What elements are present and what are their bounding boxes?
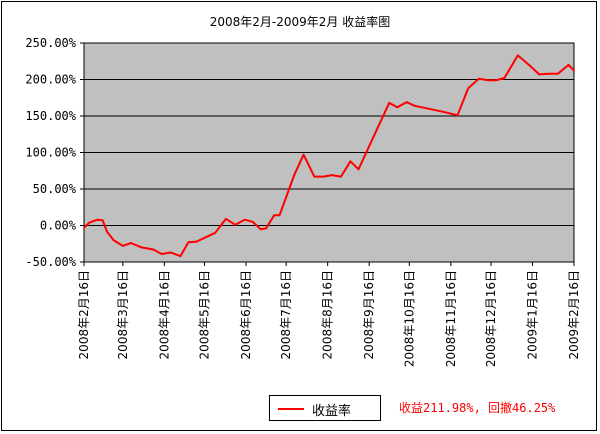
data-point	[259, 228, 262, 230]
series-line-0	[83, 54, 575, 258]
y-tick-label: 50.00%	[33, 182, 77, 196]
x-tick-label: 2008年8月16日	[321, 270, 335, 359]
grid-lines	[84, 79, 574, 226]
y-tick-label: 0.00%	[40, 219, 77, 233]
data-point	[273, 214, 275, 217]
data-point	[503, 77, 506, 79]
data-point	[265, 227, 267, 230]
data-point	[322, 175, 325, 178]
data-point	[517, 54, 519, 57]
y-tick-label: -50.00%	[25, 255, 76, 269]
x-tick-label: 2008年7月16日	[279, 270, 293, 359]
data-point	[340, 175, 342, 178]
data-point	[478, 78, 480, 80]
x-tick-label: 2008年12月16日	[484, 270, 498, 367]
data-point	[187, 241, 190, 244]
data-point	[396, 106, 399, 108]
data-point	[83, 226, 85, 229]
x-axis: 2008年2月16日 2008年3月16日 2008年4月16日 2008年5月16日…	[77, 262, 581, 367]
data-point	[225, 218, 227, 220]
x-tick-label: 2008年11月16日	[444, 270, 458, 367]
data-point	[214, 232, 216, 234]
data-point	[357, 168, 360, 171]
data-point	[529, 64, 531, 67]
data-point	[122, 245, 124, 247]
data-point	[160, 253, 163, 255]
data-point	[573, 69, 575, 72]
y-axis: 250.00% 200.00% 150.00% 100.00% 50.00% 0.00% -…	[25, 36, 84, 269]
data-point	[467, 87, 470, 90]
data-point	[538, 73, 540, 76]
data-point	[140, 246, 143, 249]
x-tick-label: 2008年9月16日	[362, 270, 376, 359]
data-point	[112, 239, 115, 241]
x-tick-label: 2009年1月16日	[525, 270, 539, 359]
data-point	[349, 160, 352, 163]
data-point	[413, 105, 416, 107]
data-point	[313, 175, 316, 178]
x-tick-label: 2009年2月16日	[567, 270, 581, 359]
y-tick-label: 200.00%	[25, 73, 76, 87]
legend-line-swatch	[278, 408, 304, 410]
data-point	[96, 218, 99, 221]
y-tick-label: 100.00%	[25, 146, 76, 160]
data-point	[278, 214, 281, 217]
x-tick-label: 2008年2月16日	[77, 270, 91, 359]
x-tick-label: 2008年5月16日	[197, 270, 211, 359]
chart-title: 2008年2月-2009年2月 收益率图	[210, 14, 391, 29]
data-point	[567, 64, 570, 66]
data-point	[547, 72, 550, 75]
stats-summary: 收益211.98%, 回撤46.25%	[399, 401, 556, 415]
legend-label: 收益率	[312, 404, 352, 419]
data-point	[179, 255, 182, 257]
legend: 收益率	[269, 395, 381, 421]
data-point	[487, 79, 490, 81]
data-point	[243, 218, 246, 221]
data-point	[170, 251, 172, 254]
data-point	[405, 101, 408, 103]
data-point	[101, 219, 104, 222]
x-tick-label: 2008年6月16日	[239, 270, 253, 359]
data-point	[106, 230, 108, 233]
data-point	[195, 240, 198, 243]
x-tick-label: 2008年3月16日	[116, 270, 130, 359]
data-point	[234, 224, 237, 226]
y-tick-label: 250.00%	[25, 36, 76, 50]
data-point	[302, 153, 305, 156]
data-point	[495, 79, 498, 81]
x-tick-label: 2008年4月16日	[157, 270, 171, 359]
y-tick-label: 150.00%	[25, 109, 76, 123]
data-point	[152, 248, 155, 251]
data-point	[456, 114, 459, 117]
data-point	[130, 242, 132, 244]
x-tick-label: 2008年10月16日	[402, 270, 416, 367]
data-point	[88, 221, 91, 224]
data-point	[388, 102, 391, 104]
data-point	[251, 221, 254, 223]
data-point	[330, 174, 333, 176]
data-point	[293, 174, 296, 176]
data-point	[557, 72, 559, 75]
data-point	[444, 111, 447, 114]
series-layer	[83, 54, 575, 258]
